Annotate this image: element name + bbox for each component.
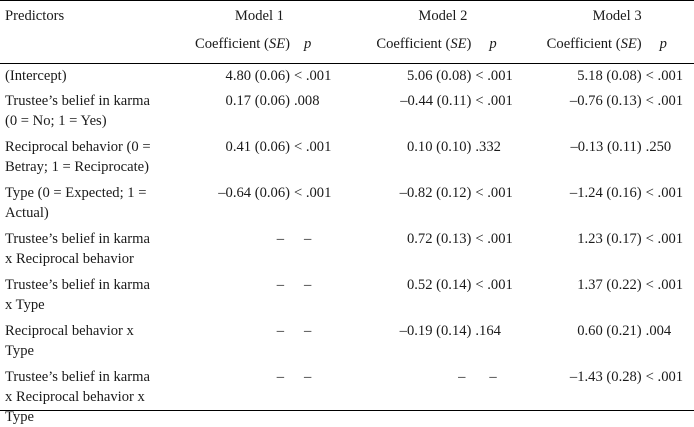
- table-top-rule: [0, 0, 694, 1]
- predictor-cell: Reciprocal behavior x Type: [0, 319, 168, 365]
- model-2-p-cell: < .001: [475, 68, 513, 84]
- model-1-coef-cell: –: [276, 323, 284, 339]
- predictor-cell: Type (0 = Expected; 1 = Actual): [0, 181, 168, 227]
- table-header-rule: [0, 63, 694, 64]
- predictor-line: Reciprocal behavior x: [5, 323, 134, 339]
- model-3-p-header: p: [659, 36, 667, 52]
- model-1-coef-cell: –: [276, 231, 284, 247]
- predictor-line: Type: [5, 343, 34, 359]
- model-3-coef-cell: –0.76 (0.13): [569, 93, 642, 109]
- model-2-p-cell: –: [489, 369, 497, 385]
- model-1-coef-cell: 0.41 (0.06): [225, 139, 290, 155]
- model-3-p-cell: .250: [645, 139, 672, 155]
- model-1-p-cell: < .001: [293, 139, 332, 155]
- model-2-p-cell: < .001: [475, 185, 513, 201]
- model-1-p-cell: –: [303, 369, 312, 385]
- model-1-coef-cell: –0.64 (0.06): [218, 185, 290, 201]
- model-3-p-cell: < .001: [645, 185, 684, 201]
- predictor-cell: Trustee’s belief in karma x Reciprocal be…: [0, 365, 168, 427]
- model-3-coef-cell: –0.13 (0.11): [570, 139, 642, 155]
- predictor-line: x Reciprocal behavior: [5, 251, 134, 267]
- model-2-coef-cell: –: [458, 369, 466, 385]
- header-row-models: Predictors Model 1 Model 2 Model 3: [0, 0, 694, 32]
- predictor-line: (0 = No; 1 = Yes): [5, 113, 107, 129]
- model-1-p-cell: < .001: [293, 68, 332, 84]
- predictor-line: Trustee’s belief in karma: [5, 231, 150, 247]
- model-1-p-cell: < .001: [293, 185, 332, 201]
- predictors-header: Predictors: [5, 8, 65, 24]
- table-row: Trustee’s belief in karma x Type – – 0.52 (0…: [0, 273, 694, 319]
- model-2-p-cell: .332: [475, 139, 501, 155]
- model-3-coef-cell: 5.18 (0.08): [577, 68, 642, 84]
- model-3-coef-cell: 1.23 (0.17): [577, 231, 642, 247]
- model-2-p-cell: .164: [475, 323, 501, 339]
- model-1-coef-header: Coefficient (SE): [194, 36, 290, 52]
- table-bottom-rule: [0, 410, 694, 411]
- model-2-p-cell: < .001: [475, 277, 513, 293]
- model-3-p-cell: < .001: [645, 231, 684, 247]
- model-3-coef-cell: –1.43 (0.28): [569, 369, 642, 385]
- model-1-coef-cell: 4.80 (0.06): [225, 68, 290, 84]
- model-1-p-cell: –: [303, 231, 312, 247]
- model-3-p-cell: .004: [645, 323, 672, 339]
- model-1-p-cell: –: [303, 323, 312, 339]
- model-2-coef-cell: 0.10 (0.10): [406, 139, 472, 155]
- model-3-p-cell: < .001: [645, 93, 684, 109]
- model-3-coef-cell: 0.60 (0.21): [577, 323, 642, 339]
- model-1-header: Model 1: [234, 8, 284, 24]
- model-3-coef-cell: –1.24 (0.16): [569, 185, 642, 201]
- predictor-line: Trustee’s belief in karma: [5, 277, 150, 293]
- model-2-coef-header: Coefficient (SE): [376, 36, 472, 52]
- model-2-coef-cell: –0.19 (0.14): [399, 323, 472, 339]
- model-3-p-cell: < .001: [645, 68, 684, 84]
- predictor-cell: Trustee’s belief in karma x Reciprocal be…: [0, 227, 168, 273]
- model-1-p-cell: .008: [293, 93, 320, 109]
- predictor-line: x Reciprocal behavior x Type: [5, 389, 145, 425]
- predictor-line: Actual): [5, 205, 49, 221]
- table-row: Reciprocal behavior x Type – – –0.19 (0.14).…: [0, 319, 694, 365]
- model-2-coef-cell: –0.82 (0.12): [399, 185, 472, 201]
- model-2-p-cell: < .001: [475, 93, 513, 109]
- model-3-coef-cell: 1.37 (0.22): [577, 277, 642, 293]
- predictor-line: x Type: [5, 297, 45, 313]
- header-row-columns: Coefficient (SE) p Coefficient (SE) p Co…: [0, 32, 694, 60]
- model-2-coef-cell: 5.06 (0.08): [406, 68, 472, 84]
- predictor-line: (Intercept): [5, 68, 67, 84]
- table-row: Type (0 = Expected; 1 = Actual) –0.64 (0.0…: [0, 181, 694, 227]
- model-2-p-cell: < .001: [475, 231, 513, 247]
- model-2-p-header: p: [489, 36, 497, 52]
- predictor-line: Trustee’s belief in karma: [5, 369, 150, 385]
- table-row: Trustee’s belief in karma (0 = No; 1 = Ye…: [0, 89, 694, 135]
- model-2-header: Model 2: [418, 8, 468, 24]
- predictor-cell: (Intercept): [0, 64, 168, 89]
- model-1-coef-cell: –: [276, 277, 284, 293]
- table-row: Trustee’s belief in karma x Reciprocal be…: [0, 227, 694, 273]
- predictor-cell: Reciprocal behavior (0 = Betray; 1 = Reci…: [0, 135, 168, 181]
- model-3-p-cell: < .001: [645, 369, 684, 385]
- model-3-coef-header: Coefficient (SE): [546, 36, 642, 52]
- model-2-coef-cell: 0.72 (0.13): [406, 231, 472, 247]
- predictor-line: Type (0 = Expected; 1 =: [5, 185, 147, 201]
- model-1-p-cell: –: [303, 277, 312, 293]
- predictor-line: Trustee’s belief in karma: [5, 93, 150, 109]
- model-2-coef-cell: –0.44 (0.11): [400, 93, 472, 109]
- model-1-p-header: p: [303, 36, 312, 52]
- predictor-line: Reciprocal behavior (0 =: [5, 139, 151, 155]
- predictor-cell: Trustee’s belief in karma x Type: [0, 273, 168, 319]
- predictor-line: Betray; 1 = Reciprocate): [5, 159, 149, 175]
- table-row: Trustee’s belief in karma x Reciprocal be…: [0, 365, 694, 427]
- model-3-header: Model 3: [592, 8, 642, 24]
- table-row: (Intercept) 4.80 (0.06) < .001 5.06 (0.08) <…: [0, 64, 694, 89]
- model-3-p-cell: < .001: [645, 277, 684, 293]
- model-1-coef-cell: –: [276, 369, 284, 385]
- table-row: Reciprocal behavior (0 = Betray; 1 = Reci…: [0, 135, 694, 181]
- model-1-coef-cell: 0.17 (0.06): [225, 93, 290, 109]
- predictor-cell: Trustee’s belief in karma (0 = No; 1 = Ye…: [0, 89, 168, 135]
- model-2-coef-cell: 0.52 (0.14): [406, 277, 472, 293]
